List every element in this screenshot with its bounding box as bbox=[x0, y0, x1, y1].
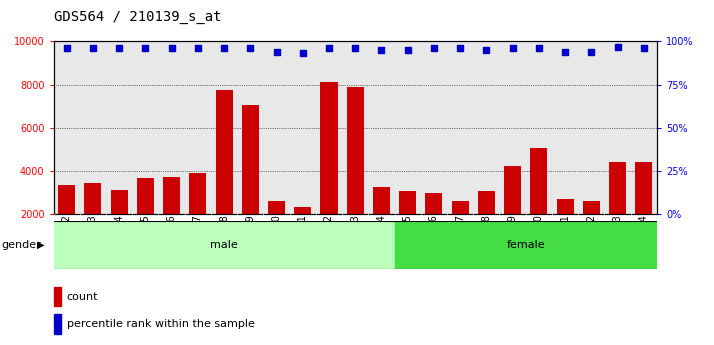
Bar bbox=[137, 178, 154, 257]
Bar bbox=[111, 190, 128, 257]
Bar bbox=[163, 177, 180, 257]
Bar bbox=[58, 185, 75, 257]
Text: GSM19210: GSM19210 bbox=[534, 214, 544, 267]
Text: count: count bbox=[67, 292, 99, 302]
Bar bbox=[395, 221, 657, 269]
Bar bbox=[373, 187, 390, 257]
Bar bbox=[531, 148, 548, 257]
Point bbox=[612, 44, 623, 49]
Text: GSM19205: GSM19205 bbox=[403, 214, 413, 267]
Text: GSM19211: GSM19211 bbox=[560, 214, 570, 267]
Point bbox=[533, 46, 545, 51]
Bar bbox=[609, 162, 626, 257]
Point bbox=[402, 47, 413, 53]
Point bbox=[218, 46, 230, 51]
Text: GSM19201: GSM19201 bbox=[298, 214, 308, 267]
Text: GSM19212: GSM19212 bbox=[586, 214, 596, 267]
Text: percentile rank within the sample: percentile rank within the sample bbox=[67, 319, 255, 329]
Text: GSM19214: GSM19214 bbox=[639, 214, 649, 267]
Bar bbox=[426, 193, 443, 257]
Text: GSM19207: GSM19207 bbox=[455, 214, 465, 267]
Bar bbox=[54, 314, 61, 334]
Bar bbox=[189, 173, 206, 257]
Bar bbox=[321, 82, 338, 257]
Point bbox=[61, 46, 72, 51]
Bar bbox=[84, 183, 101, 257]
Bar bbox=[399, 191, 416, 257]
Text: GSM19196: GSM19196 bbox=[166, 214, 176, 267]
Bar bbox=[452, 201, 468, 257]
Text: GSM19202: GSM19202 bbox=[324, 214, 334, 267]
Text: GSM19204: GSM19204 bbox=[376, 214, 386, 267]
Point bbox=[297, 51, 308, 56]
Point bbox=[481, 47, 492, 53]
Point bbox=[350, 46, 361, 51]
Text: GSM19213: GSM19213 bbox=[613, 214, 623, 267]
Text: GSM19192: GSM19192 bbox=[61, 214, 71, 267]
Bar bbox=[294, 207, 311, 257]
Point bbox=[114, 46, 125, 51]
Bar bbox=[556, 199, 573, 257]
Text: GSM19195: GSM19195 bbox=[141, 214, 151, 267]
Point bbox=[428, 46, 440, 51]
Text: GSM19206: GSM19206 bbox=[429, 214, 439, 267]
Point bbox=[507, 46, 518, 51]
Bar bbox=[635, 162, 653, 257]
Bar bbox=[242, 105, 258, 257]
Point bbox=[454, 46, 466, 51]
Point bbox=[166, 46, 177, 51]
Text: ▶: ▶ bbox=[37, 240, 45, 250]
Point bbox=[271, 49, 282, 55]
Bar bbox=[54, 287, 61, 306]
Text: male: male bbox=[210, 240, 238, 250]
Text: GSM19193: GSM19193 bbox=[88, 214, 98, 267]
Bar bbox=[583, 201, 600, 257]
Bar bbox=[216, 90, 233, 257]
Point bbox=[376, 47, 387, 53]
Point bbox=[559, 49, 570, 55]
Text: gender: gender bbox=[1, 240, 41, 250]
Bar bbox=[54, 221, 395, 269]
Point bbox=[638, 46, 650, 51]
Text: GSM19200: GSM19200 bbox=[271, 214, 281, 267]
Text: GSM19194: GSM19194 bbox=[114, 214, 124, 267]
Text: GSM19203: GSM19203 bbox=[350, 214, 361, 267]
Point bbox=[87, 46, 99, 51]
Text: female: female bbox=[506, 240, 545, 250]
Bar bbox=[347, 87, 363, 257]
Text: GSM19197: GSM19197 bbox=[193, 214, 203, 267]
Point bbox=[140, 46, 151, 51]
Text: GSM19198: GSM19198 bbox=[219, 214, 229, 267]
Bar bbox=[504, 166, 521, 257]
Point bbox=[245, 46, 256, 51]
Point bbox=[585, 49, 597, 55]
Text: GSM19209: GSM19209 bbox=[508, 214, 518, 267]
Bar bbox=[268, 201, 285, 257]
Point bbox=[192, 46, 203, 51]
Point bbox=[323, 46, 335, 51]
Text: GDS564 / 210139_s_at: GDS564 / 210139_s_at bbox=[54, 10, 221, 24]
Text: GSM19208: GSM19208 bbox=[481, 214, 491, 267]
Bar bbox=[478, 190, 495, 257]
Text: GSM19199: GSM19199 bbox=[246, 214, 256, 267]
